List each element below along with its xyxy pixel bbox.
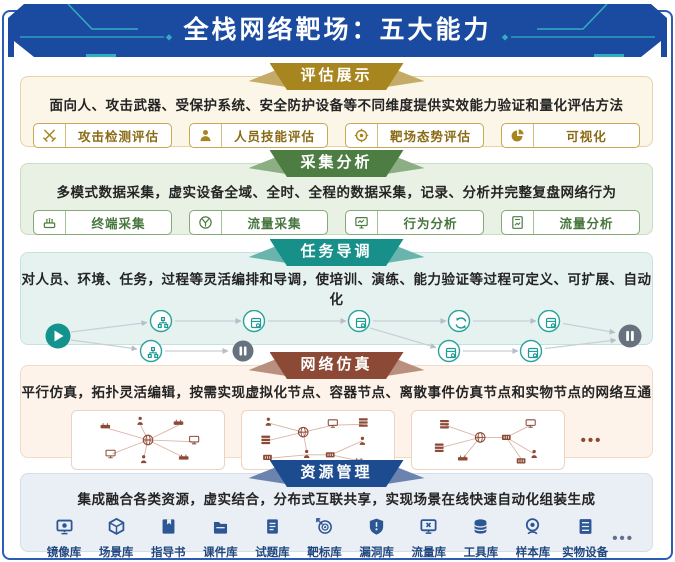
monitor-icon (55, 517, 74, 541)
pill-label: 行为分析 (403, 217, 458, 231)
folder-icon (211, 517, 230, 541)
section-banner-label: 采集分析 (269, 150, 404, 177)
resource-label: 实物设备 (562, 547, 609, 559)
capability-pill-row: 攻击检测评估 人员技能评估 靶场态势评估 可视化 (21, 123, 652, 148)
pill-label: 可视化 (566, 130, 607, 144)
section-ribbon: 采集分析 (248, 150, 426, 177)
section-task-orchestration: 任务导调 对人员、环境、任务，过程等灵活编排和导调，使培训、演练、能力验证等过程… (20, 239, 653, 363)
pill-range-situation-evaluation: 靶场态势评估 (345, 123, 484, 148)
cube-icon (107, 517, 126, 541)
resource-label: 流量库 (411, 547, 447, 559)
resource-guidebook: 指导书 (143, 517, 193, 560)
page-title: 全栈网络靶场：五大能力 (183, 16, 492, 44)
resource-label: 工具库 (463, 547, 499, 559)
resource-label: 场景库 (98, 547, 134, 559)
more-topologies-ellipsis: ••• (580, 431, 603, 449)
resource-courseware-library: 课件库 (195, 517, 245, 560)
pill-traffic-analysis: 流量分析 (501, 210, 640, 235)
resource-label: 镜像库 (46, 547, 82, 559)
section-banner-label: 网络仿真 (269, 352, 404, 379)
section-ribbon: 任务导调 (248, 239, 426, 266)
resource-scene-library: 场景库 (91, 517, 141, 560)
section-network-simulation: 网络仿真 平行仿真，拓扑灵活编辑，按需实现虚拟化节点、容器节点、离散事件仿真节点… (20, 352, 653, 470)
section-description: 平行仿真，拓扑灵活编辑，按需实现虚拟化节点、容器节点、离散事件仿真节点和实物节点… (21, 385, 652, 400)
resource-label: 漏洞库 (359, 547, 394, 559)
more-resources-ellipsis: ••• (612, 530, 634, 547)
resource-image-library: 镜像库 (39, 517, 89, 560)
section-banner-label: 评估展示 (269, 63, 404, 90)
section-description: 多模式数据采集，虚实设备全域、全时、全程的数据采集，记录、分析并完整复盘网络行为 (56, 185, 617, 200)
pill-label: 流量采集 (247, 217, 302, 231)
resource-physical-devices: 实物设备 (560, 517, 610, 560)
terminal-collect-icon (34, 211, 66, 234)
topology-card-3 (410, 410, 565, 470)
screen-x-icon (419, 517, 438, 541)
pill-label: 人员技能评估 (233, 130, 315, 144)
resource-sample-library: 样本库 (508, 517, 558, 560)
capability-pill-row: 终端采集 流量采集 行为分析 流量分析 (21, 210, 652, 235)
section-collection-analysis: 采集分析 多模式数据采集，虚实设备全域、全时、全程的数据采集，记录、分析并完整复… (20, 150, 653, 235)
pill-label: 流量分析 (559, 217, 614, 231)
section-ribbon: 评估展示 (248, 63, 426, 90)
title-banner: 全栈网络靶场：五大能力 (8, 4, 667, 57)
person-icon (190, 124, 222, 147)
book-icon (159, 517, 178, 541)
title-banner-decoration (8, 4, 667, 57)
network-topology-tree (434, 419, 537, 464)
section-ribbon: 网络仿真 (248, 352, 426, 379)
pill-terminal-collection: 终端采集 (33, 210, 172, 235)
resource-label: 课件库 (203, 547, 238, 559)
pill-label: 终端采集 (91, 217, 146, 231)
section-description: 集成融合各类资源，虚实结合，分布式互联共享，实现场景在线快速自动化组装生成 (77, 492, 596, 507)
network-topology-mesh (260, 417, 368, 464)
section-resource-management: 资源管理 集成融合各类资源，虚实结合，分布式互联共享，实现场景在线快速自动化组装… (20, 460, 653, 559)
resource-label: 靶标库 (307, 547, 342, 559)
topology-card-1 (70, 410, 225, 470)
resource-label: 指导书 (150, 547, 186, 559)
resource-traffic-library: 流量库 (404, 517, 454, 560)
network-topology-star (99, 416, 199, 464)
shield-icon (367, 517, 386, 541)
pill-attack-detection-evaluation: 攻击检测评估 (33, 123, 172, 148)
resource-vulnerability-library: 漏洞库 (352, 517, 402, 560)
section-banner-label: 任务导调 (269, 239, 404, 266)
section-evaluation-display: 评估展示 面向人、攻击武器、受保护系统、安全防护设备等不同维度提供实效能力验证和… (20, 63, 653, 148)
resource-library-row: 镜像库 场景库 指导书 课件库 试题库 靶标库 (39, 517, 634, 560)
resource-tool-library: 工具库 (456, 517, 506, 560)
pill-behavior-analysis: 行为分析 (345, 210, 484, 235)
resource-label: 样本库 (515, 547, 551, 559)
resource-target-library: 靶标库 (300, 517, 350, 560)
database-icon (471, 517, 490, 541)
resource-label: 试题库 (255, 547, 290, 559)
play-node (45, 323, 71, 349)
pill-personnel-skill-evaluation: 人员技能评估 (189, 123, 328, 148)
pie-chart-icon (502, 124, 534, 147)
pill-label: 攻击检测评估 (77, 130, 159, 144)
section-banner-label: 资源管理 (269, 460, 404, 487)
pill-label: 靶场态势评估 (389, 130, 471, 144)
traffic-report-icon (502, 211, 534, 234)
section-description: 面向人、攻击武器、受保护系统、安全防护设备等不同维度提供实效能力验证和量化评估方… (49, 98, 624, 113)
target-icon (346, 124, 378, 147)
document-icon (263, 517, 282, 541)
pause-nodes (232, 324, 642, 362)
pill-traffic-collection: 流量采集 (189, 210, 328, 235)
behavior-monitor-icon (346, 211, 378, 234)
section-description: 对人员、环境、任务，过程等灵活编排和导调，使培训、演练、能力验证等过程可定义、可… (21, 272, 652, 307)
server-icon (576, 517, 595, 541)
resource-question-library: 试题库 (247, 517, 297, 560)
camera-icon (523, 517, 542, 541)
section-ribbon: 资源管理 (248, 460, 426, 487)
dartboard-icon (315, 517, 334, 541)
workflow-diagram (45, 310, 642, 363)
traffic-funnel-icon (190, 211, 222, 234)
crossed-swords-icon (34, 124, 66, 147)
pill-visualization: 可视化 (501, 123, 640, 148)
